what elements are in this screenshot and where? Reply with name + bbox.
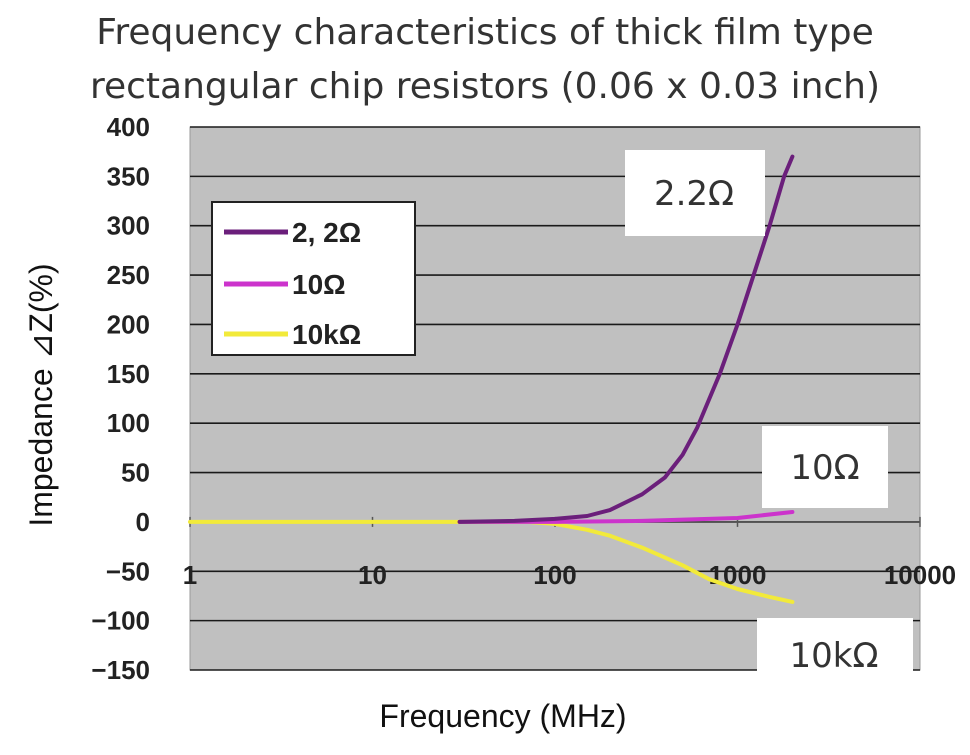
y-tick-label: 350 xyxy=(107,161,150,191)
y-tick-label: 0 xyxy=(136,507,150,537)
y-tick-label: −50 xyxy=(106,556,150,586)
x-tick-label: 1000 xyxy=(709,560,767,590)
chart-title: Frequency characteristics of thick film … xyxy=(0,6,970,114)
callout-text-2-2ohm: 2.2Ω xyxy=(654,174,734,214)
y-tick-label: 250 xyxy=(107,260,150,290)
y-tick-label: 50 xyxy=(121,458,150,488)
y-tick-label: 400 xyxy=(107,112,150,142)
series-line-2-2ohm xyxy=(457,154,795,524)
x-axis-label: Frequency (MHz) xyxy=(379,698,626,734)
chart-title-line1: Frequency characteristics of thick film … xyxy=(96,12,874,53)
legend-label-10kohm: 10kΩ xyxy=(292,319,361,350)
y-tick-label: 200 xyxy=(107,309,150,339)
callout-10kohm: 10kΩ xyxy=(757,618,913,684)
legend-box xyxy=(211,201,416,356)
callout-2-2ohm: 2.2Ω xyxy=(625,150,765,236)
y-tick-label: 300 xyxy=(107,211,150,241)
x-tick-labels: 1 10 100 1000 10000 xyxy=(183,560,956,590)
y-tick-label: 100 xyxy=(107,408,150,438)
series-line-10kohm xyxy=(188,519,795,604)
callout-box-2-2ohm xyxy=(625,150,765,236)
x-tick-label: 10000 xyxy=(884,560,956,590)
y-tick-label: −150 xyxy=(91,655,150,685)
x-tick-label: 100 xyxy=(533,560,576,590)
callout-box-10ohm xyxy=(762,426,888,508)
series-lines xyxy=(188,154,795,604)
legend: 2, 2Ω 10Ω 10kΩ xyxy=(211,201,416,356)
x-tick-label: 1 xyxy=(183,560,197,590)
callout-10ohm: 10Ω xyxy=(762,426,888,508)
legend-label-10ohm: 10Ω xyxy=(292,269,346,300)
y-tick-label: −100 xyxy=(91,606,150,636)
callout-text-10ohm: 10Ω xyxy=(790,448,859,488)
callout-text-10kohm: 10kΩ xyxy=(790,636,879,676)
y-tick-labels: 400 350 300 250 200 150 100 50 0 −50 −100 −150 xyxy=(91,112,150,685)
legend-label-2-2ohm: 2, 2Ω xyxy=(292,217,361,248)
chart-title-line2: rectangular chip resistors (0.06 x 0.03 … xyxy=(89,66,881,107)
x-tick-label: 10 xyxy=(358,560,387,590)
callout-box-10kohm xyxy=(757,618,913,684)
y-tick-label: 150 xyxy=(107,359,150,389)
y-axis-label: Impedance ⊿Z(%) xyxy=(23,263,59,526)
